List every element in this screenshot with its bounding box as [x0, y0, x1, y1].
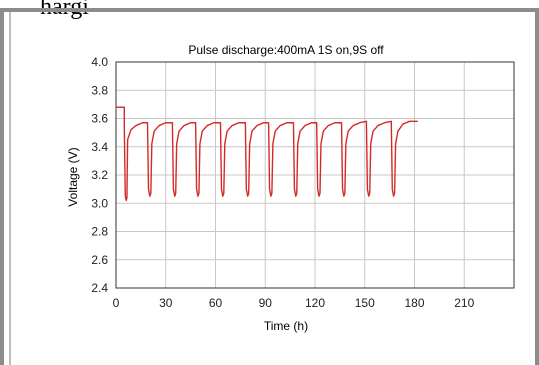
- x-tick-label: 60: [209, 296, 223, 310]
- x-axis-ticks: 0 30 60 90 120 150 180 210: [113, 296, 475, 310]
- y-tick-label: 2.8: [91, 225, 108, 239]
- frame-inner-border: [9, 12, 11, 365]
- x-tick-label: 150: [355, 296, 375, 310]
- x-tick-label: 0: [113, 296, 120, 310]
- y-axis-title: Voltage (V): [66, 147, 80, 206]
- chart-title: Pulse discharge:400mA 1S on,9S off: [188, 43, 384, 57]
- x-tick-label: 180: [404, 296, 424, 310]
- x-tick-label: 30: [159, 296, 173, 310]
- y-tick-label: 4.0: [91, 55, 108, 69]
- plot-area-border: [115, 61, 515, 289]
- y-tick-label: 3.4: [91, 140, 108, 154]
- y-tick-label: 2.4: [91, 281, 108, 295]
- frame-border-left: [0, 8, 4, 365]
- voltage-series-line: [116, 106, 418, 202]
- y-axis-ticks: 2.4 2.6 2.8 3.0 3.2 3.4 3.6 3.8 4.0: [91, 55, 108, 295]
- x-tick-label: 210: [454, 296, 474, 310]
- y-tick-label: 3.2: [91, 168, 108, 182]
- series-layer: [116, 106, 418, 202]
- frame-border-right: [535, 8, 539, 365]
- x-tick-label: 120: [305, 296, 325, 310]
- y-tick-label: 3.6: [91, 112, 108, 126]
- y-tick-label: 3.8: [91, 83, 108, 97]
- y-tick-label: 3.0: [91, 196, 108, 210]
- x-axis-title: Time (h): [264, 319, 308, 333]
- x-tick-label: 90: [259, 296, 273, 310]
- frame-border-top: [0, 8, 539, 12]
- y-tick-label: 2.6: [91, 253, 108, 267]
